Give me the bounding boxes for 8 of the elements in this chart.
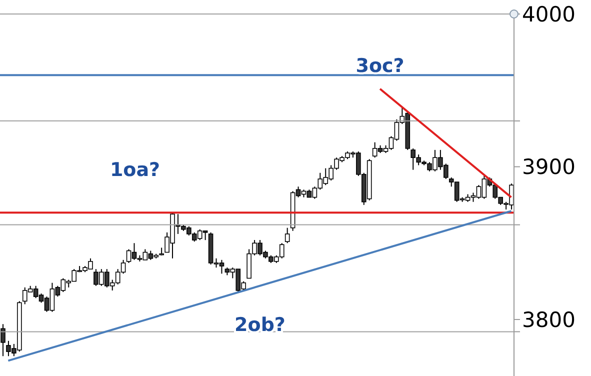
- candlestick: [0, 324, 6, 357]
- annotation: 1oa?: [110, 159, 160, 181]
- y-tick-label: 3800: [522, 308, 576, 332]
- annotation: 3oc?: [356, 55, 404, 77]
- annotation: 2ob?: [234, 314, 286, 336]
- y-tick-label: 3900: [522, 155, 576, 180]
- y-tick-label: 4000: [522, 2, 576, 26]
- candlestick: [284, 227, 290, 244]
